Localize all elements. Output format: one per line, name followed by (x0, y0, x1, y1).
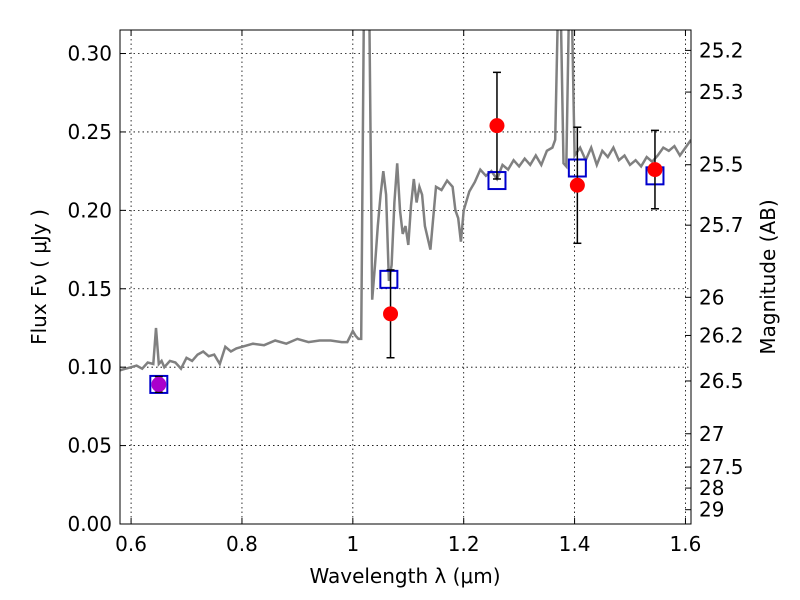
model-flux-square (379, 269, 399, 289)
grid-lines (120, 30, 691, 525)
spectrum-line (120, 30, 691, 372)
y-axis-label: Flux Fν ( μJy ) (27, 209, 51, 345)
magnitude-tick-label: 25.3 (699, 80, 744, 104)
plot-area (120, 30, 691, 394)
x-tick-label: 0.6 (115, 532, 147, 556)
observed-flux-point (383, 306, 399, 322)
y-tick-label: 0.10 (67, 355, 112, 379)
x-tick-label: 1.4 (559, 532, 591, 556)
x-tick-label: 1.2 (448, 532, 480, 556)
y-tick-label: 0.30 (67, 42, 112, 66)
x-tick-label: 1.6 (670, 532, 702, 556)
magnitude-tick-label: 28 (699, 476, 724, 500)
magnitude-tick-label: 25.2 (699, 38, 744, 62)
magnitude-tick-label: 27 (699, 422, 724, 446)
axis-ticks: 0.6 0.8 1 1.2 1.4 1.6 0.00 0.05 0.10 0.15 0.20 0.25… (67, 30, 744, 556)
y-tick-label: 0.20 (67, 198, 112, 222)
magnitude-tick-label: 25.7 (699, 213, 744, 237)
magnitude-tick-label: 25.5 (699, 153, 744, 177)
x-axis-label: Wavelength λ (μm) (309, 564, 500, 588)
observed-flux-point (647, 162, 663, 178)
y-tick-label: 0.00 (67, 512, 112, 536)
magnitude-tick-label: 26 (699, 285, 724, 309)
data-points (149, 71, 665, 394)
observed-flux-point (151, 376, 167, 392)
y-tick-label: 0.25 (67, 120, 112, 144)
plot-frame (119, 29, 692, 525)
magnitude-tick-label: 26.2 (699, 323, 744, 347)
y-tick-label: 0.15 (67, 277, 112, 301)
magnitude-axis-label: Magnitude (AB) (756, 199, 780, 354)
observed-flux-point (569, 177, 585, 193)
magnitude-tick-label: 26.5 (699, 369, 744, 393)
x-tick-label: 0.8 (226, 532, 258, 556)
x-tick-label: 1 (346, 532, 359, 556)
magnitude-tick-label: 29 (699, 498, 724, 522)
observed-flux-point (489, 118, 505, 134)
magnitude-tick-label: 27.5 (699, 455, 744, 479)
y-tick-label: 0.05 (67, 434, 112, 458)
